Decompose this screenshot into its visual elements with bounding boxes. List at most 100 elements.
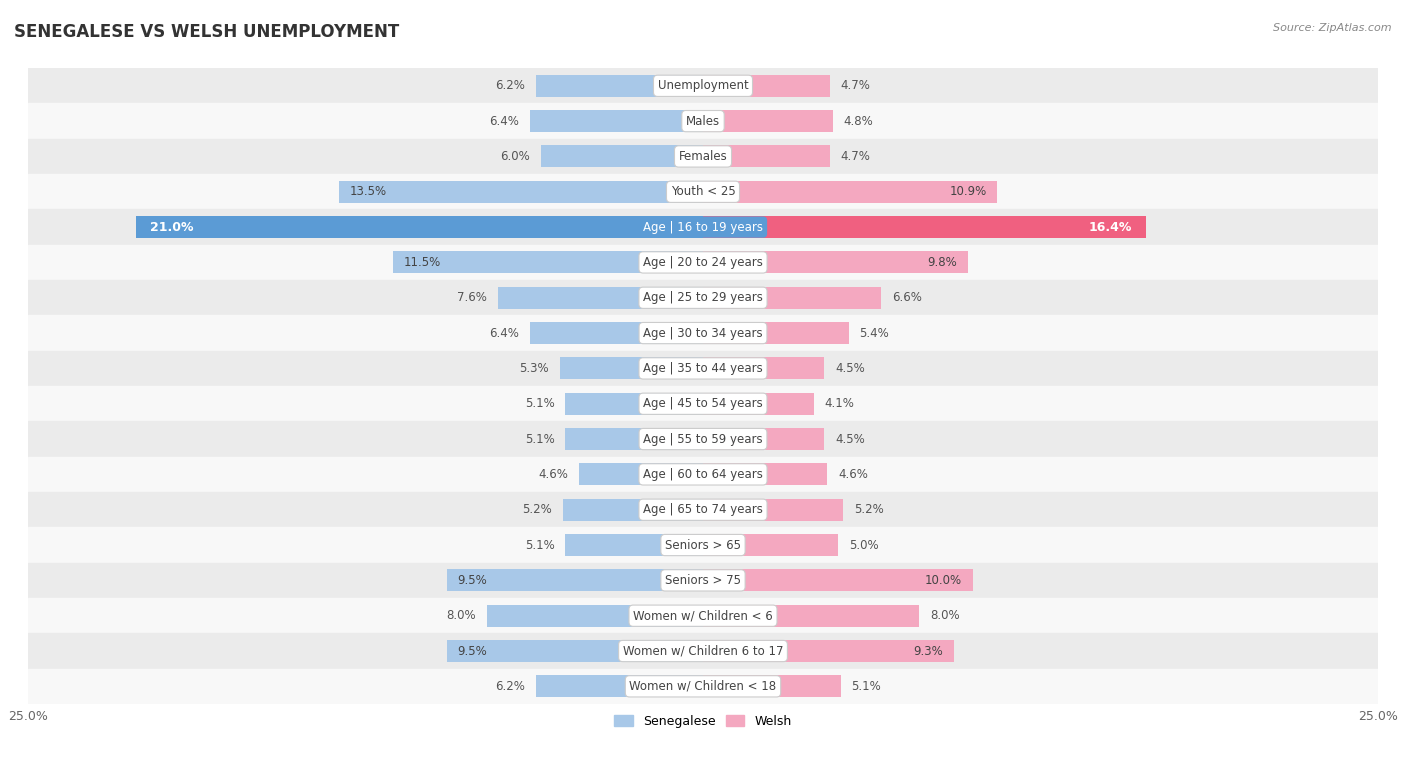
Text: Women w/ Children < 6: Women w/ Children < 6: [633, 609, 773, 622]
Bar: [498, 287, 703, 309]
Bar: [703, 357, 824, 379]
Text: 5.2%: 5.2%: [522, 503, 551, 516]
Bar: [703, 181, 997, 203]
Bar: [703, 640, 955, 662]
Text: 5.1%: 5.1%: [524, 538, 554, 552]
Text: 13.5%: 13.5%: [349, 185, 387, 198]
Bar: [28, 528, 1378, 562]
Text: 4.6%: 4.6%: [538, 468, 568, 481]
Text: 4.7%: 4.7%: [841, 79, 870, 92]
Text: Women w/ Children < 18: Women w/ Children < 18: [630, 680, 776, 693]
Bar: [703, 605, 920, 627]
Text: 11.5%: 11.5%: [404, 256, 440, 269]
Text: Age | 45 to 54 years: Age | 45 to 54 years: [643, 397, 763, 410]
Text: SENEGALESE VS WELSH UNEMPLOYMENT: SENEGALESE VS WELSH UNEMPLOYMENT: [14, 23, 399, 41]
Text: Source: ZipAtlas.com: Source: ZipAtlas.com: [1274, 23, 1392, 33]
Bar: [447, 569, 703, 591]
Text: 6.4%: 6.4%: [489, 114, 519, 128]
Bar: [536, 675, 703, 697]
Bar: [703, 251, 967, 273]
Text: 9.5%: 9.5%: [457, 644, 486, 658]
Text: 21.0%: 21.0%: [149, 220, 193, 234]
Text: 8.0%: 8.0%: [929, 609, 959, 622]
Text: 5.4%: 5.4%: [859, 326, 890, 340]
Bar: [530, 322, 703, 344]
Text: Females: Females: [679, 150, 727, 163]
Text: 4.5%: 4.5%: [835, 432, 865, 446]
Text: 5.2%: 5.2%: [855, 503, 884, 516]
Bar: [28, 316, 1378, 350]
Bar: [530, 111, 703, 132]
Bar: [536, 75, 703, 97]
Bar: [703, 217, 1146, 238]
Bar: [339, 181, 703, 203]
Bar: [392, 251, 703, 273]
Bar: [541, 145, 703, 167]
Bar: [28, 245, 1378, 280]
Text: 6.2%: 6.2%: [495, 680, 524, 693]
Text: 9.3%: 9.3%: [914, 644, 943, 658]
Bar: [28, 68, 1378, 104]
Bar: [562, 499, 703, 521]
Text: 5.1%: 5.1%: [524, 397, 554, 410]
Bar: [703, 428, 824, 450]
Text: 4.7%: 4.7%: [841, 150, 870, 163]
Text: Seniors > 75: Seniors > 75: [665, 574, 741, 587]
Bar: [703, 322, 849, 344]
Bar: [486, 605, 703, 627]
Text: 9.8%: 9.8%: [927, 256, 956, 269]
Text: 9.5%: 9.5%: [457, 574, 486, 587]
Text: 5.3%: 5.3%: [519, 362, 550, 375]
Bar: [28, 562, 1378, 598]
Bar: [560, 357, 703, 379]
Text: 16.4%: 16.4%: [1088, 220, 1132, 234]
Text: Age | 20 to 24 years: Age | 20 to 24 years: [643, 256, 763, 269]
Text: 5.1%: 5.1%: [524, 432, 554, 446]
Text: 10.0%: 10.0%: [925, 574, 962, 587]
Bar: [703, 675, 841, 697]
Bar: [136, 217, 703, 238]
Text: Age | 30 to 34 years: Age | 30 to 34 years: [643, 326, 763, 340]
Text: 4.6%: 4.6%: [838, 468, 868, 481]
Bar: [28, 104, 1378, 139]
Text: 4.5%: 4.5%: [835, 362, 865, 375]
Bar: [703, 145, 830, 167]
Text: 6.2%: 6.2%: [495, 79, 524, 92]
Text: 6.0%: 6.0%: [501, 150, 530, 163]
Bar: [703, 393, 814, 415]
Text: Age | 16 to 19 years: Age | 16 to 19 years: [643, 220, 763, 234]
Text: 7.6%: 7.6%: [457, 291, 486, 304]
Bar: [579, 463, 703, 485]
Text: 6.4%: 6.4%: [489, 326, 519, 340]
Bar: [28, 456, 1378, 492]
Text: 5.0%: 5.0%: [849, 538, 879, 552]
Text: Age | 25 to 29 years: Age | 25 to 29 years: [643, 291, 763, 304]
Text: 6.6%: 6.6%: [891, 291, 922, 304]
Bar: [28, 280, 1378, 316]
Bar: [703, 111, 832, 132]
Text: 4.1%: 4.1%: [824, 397, 855, 410]
Text: Age | 65 to 74 years: Age | 65 to 74 years: [643, 503, 763, 516]
Text: 4.8%: 4.8%: [844, 114, 873, 128]
Bar: [28, 210, 1378, 245]
Text: Women w/ Children 6 to 17: Women w/ Children 6 to 17: [623, 644, 783, 658]
Bar: [28, 386, 1378, 422]
Text: Males: Males: [686, 114, 720, 128]
Bar: [28, 668, 1378, 704]
Legend: Senegalese, Welsh: Senegalese, Welsh: [609, 710, 797, 733]
Bar: [28, 492, 1378, 528]
Text: Seniors > 65: Seniors > 65: [665, 538, 741, 552]
Bar: [565, 428, 703, 450]
Text: Age | 55 to 59 years: Age | 55 to 59 years: [643, 432, 763, 446]
Text: Age | 60 to 64 years: Age | 60 to 64 years: [643, 468, 763, 481]
Bar: [565, 393, 703, 415]
Bar: [447, 640, 703, 662]
Bar: [28, 139, 1378, 174]
Bar: [703, 287, 882, 309]
Bar: [28, 422, 1378, 456]
Text: 5.1%: 5.1%: [852, 680, 882, 693]
Text: Unemployment: Unemployment: [658, 79, 748, 92]
Bar: [28, 350, 1378, 386]
Bar: [28, 174, 1378, 210]
Bar: [703, 499, 844, 521]
